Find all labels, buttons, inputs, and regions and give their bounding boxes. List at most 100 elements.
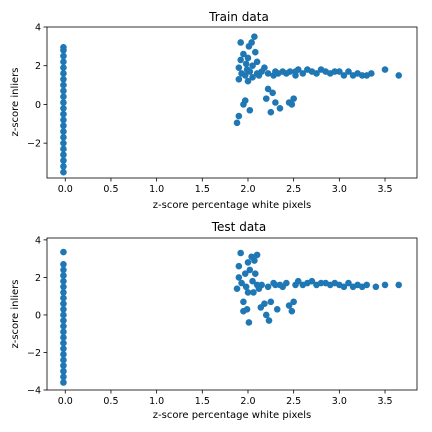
train-panel: Train data 0.0 0.5 1.0 1.5 2.0 2.5 3.0 3.5 −2 0 2…: [10, 10, 418, 211]
scatter-point: [60, 300, 67, 307]
scatter-point: [395, 281, 403, 289]
scatter-point: [60, 379, 67, 386]
scatter-point: [60, 75, 67, 83]
scatter-point: [60, 356, 67, 364]
scatter-point: [60, 294, 67, 302]
scatter-point: [60, 373, 67, 381]
scatter-point: [336, 68, 343, 75]
scatter-point: [60, 311, 67, 319]
y-tick-label: −4: [27, 386, 41, 397]
scatter-point: [245, 319, 253, 326]
scatter-point: [251, 48, 259, 56]
scatter-point: [60, 70, 67, 77]
scatter-point: [244, 77, 252, 85]
scatter-point: [248, 39, 255, 46]
scatter-point: [60, 283, 67, 291]
scatter-point: [243, 306, 251, 313]
scatter-point: [60, 266, 67, 274]
scatter-point: [235, 64, 243, 71]
plot-area: [46, 26, 418, 179]
scatter-point: [60, 58, 67, 66]
scatter-point: [249, 277, 256, 285]
scatter-point: [269, 89, 276, 97]
y-tick-label: 4: [35, 23, 41, 34]
y-tick-label: −2: [27, 139, 41, 150]
y-tick-label: 0: [35, 100, 41, 111]
scatter-point: [317, 279, 325, 287]
scatter-point: [244, 54, 252, 62]
x-tick-label: 1.5: [195, 396, 210, 407]
scatter-point: [60, 122, 67, 130]
scatter-point: [60, 163, 67, 170]
scatter-point: [235, 274, 243, 281]
scatter-point: [262, 95, 270, 102]
scatter-point: [60, 134, 67, 141]
scatter-point: [60, 151, 67, 159]
x-tick-label: 2.0: [240, 184, 255, 195]
scatter-point: [265, 317, 273, 324]
scatter-point: [249, 74, 256, 81]
y-tick-label: 4: [35, 235, 41, 246]
scatter-point: [285, 302, 293, 309]
scatter-point: [294, 66, 302, 73]
scatter-point: [60, 81, 67, 89]
scatter-point: [372, 283, 380, 291]
scatter-point: [261, 300, 268, 307]
scatter-point: [258, 281, 265, 289]
x-tick-label: 2.5: [286, 396, 301, 407]
chart-title: Train data: [208, 10, 269, 24]
x-tick-label: 2.5: [286, 184, 301, 195]
y-ticks: −2 0 2 4: [27, 23, 47, 150]
scatter-point: [60, 93, 67, 100]
scatter-point: [331, 68, 339, 75]
scatter-point: [60, 99, 67, 106]
scatter-point: [60, 116, 67, 124]
scatter-point: [60, 64, 67, 71]
scatter-point: [272, 99, 279, 106]
scatter-point: [345, 279, 352, 287]
scatter-point: [249, 62, 256, 70]
scatter-point: [246, 106, 254, 114]
x-tick-label: 3.5: [377, 396, 392, 407]
scatter-point: [290, 95, 297, 102]
scatter-point: [363, 281, 371, 289]
scatter-point: [264, 85, 272, 93]
x-tick-label: 1.0: [149, 396, 164, 407]
y-axis-label: z-score inliers: [10, 279, 21, 348]
scatter-point: [272, 281, 279, 289]
scatter-point: [251, 270, 259, 277]
scatter-point: [60, 128, 67, 135]
x-tick-label: 1.5: [195, 184, 210, 195]
y-axis-label: z-score inliers: [10, 67, 21, 136]
scatter-point: [264, 70, 272, 77]
scatter-point: [244, 259, 252, 266]
scatter-point: [240, 50, 247, 58]
scatter-point: [60, 322, 67, 330]
scatter-point: [60, 306, 67, 313]
scatter-point: [308, 277, 316, 285]
scatter-point: [238, 279, 245, 287]
x-tick-label: 2.0: [240, 396, 255, 407]
scatter-point: [60, 351, 67, 358]
scatter-point: [340, 72, 348, 79]
test-panel: Test data 0.0 0.5 1.0 1.5 2.0 2.5 3.0 3.5 −4 −2 0…: [10, 220, 418, 421]
scatter-point: [60, 87, 67, 95]
scatter-point: [60, 345, 67, 353]
scatter-point: [233, 119, 241, 127]
y-ticks: −4 −2 0 2 4: [27, 235, 47, 397]
scatter-point: [290, 298, 297, 306]
x-axis-label: z-score percentage white pixels: [153, 200, 311, 211]
x-axis-label: z-score percentage white pixels: [153, 410, 311, 421]
x-tick-label: 3.0: [332, 184, 347, 195]
scatter-point: [60, 168, 67, 176]
scatter-point: [276, 105, 284, 112]
scatter-point: [253, 58, 261, 66]
scatter-point: [60, 362, 67, 369]
y-tick-label: 2: [35, 61, 41, 72]
scatter-point: [241, 97, 249, 104]
scatter-point: [60, 317, 67, 324]
scatter-point: [60, 44, 67, 51]
scatter-point: [237, 249, 244, 257]
x-tick-label: 3.5: [377, 184, 392, 195]
scatter-point: [292, 72, 299, 79]
